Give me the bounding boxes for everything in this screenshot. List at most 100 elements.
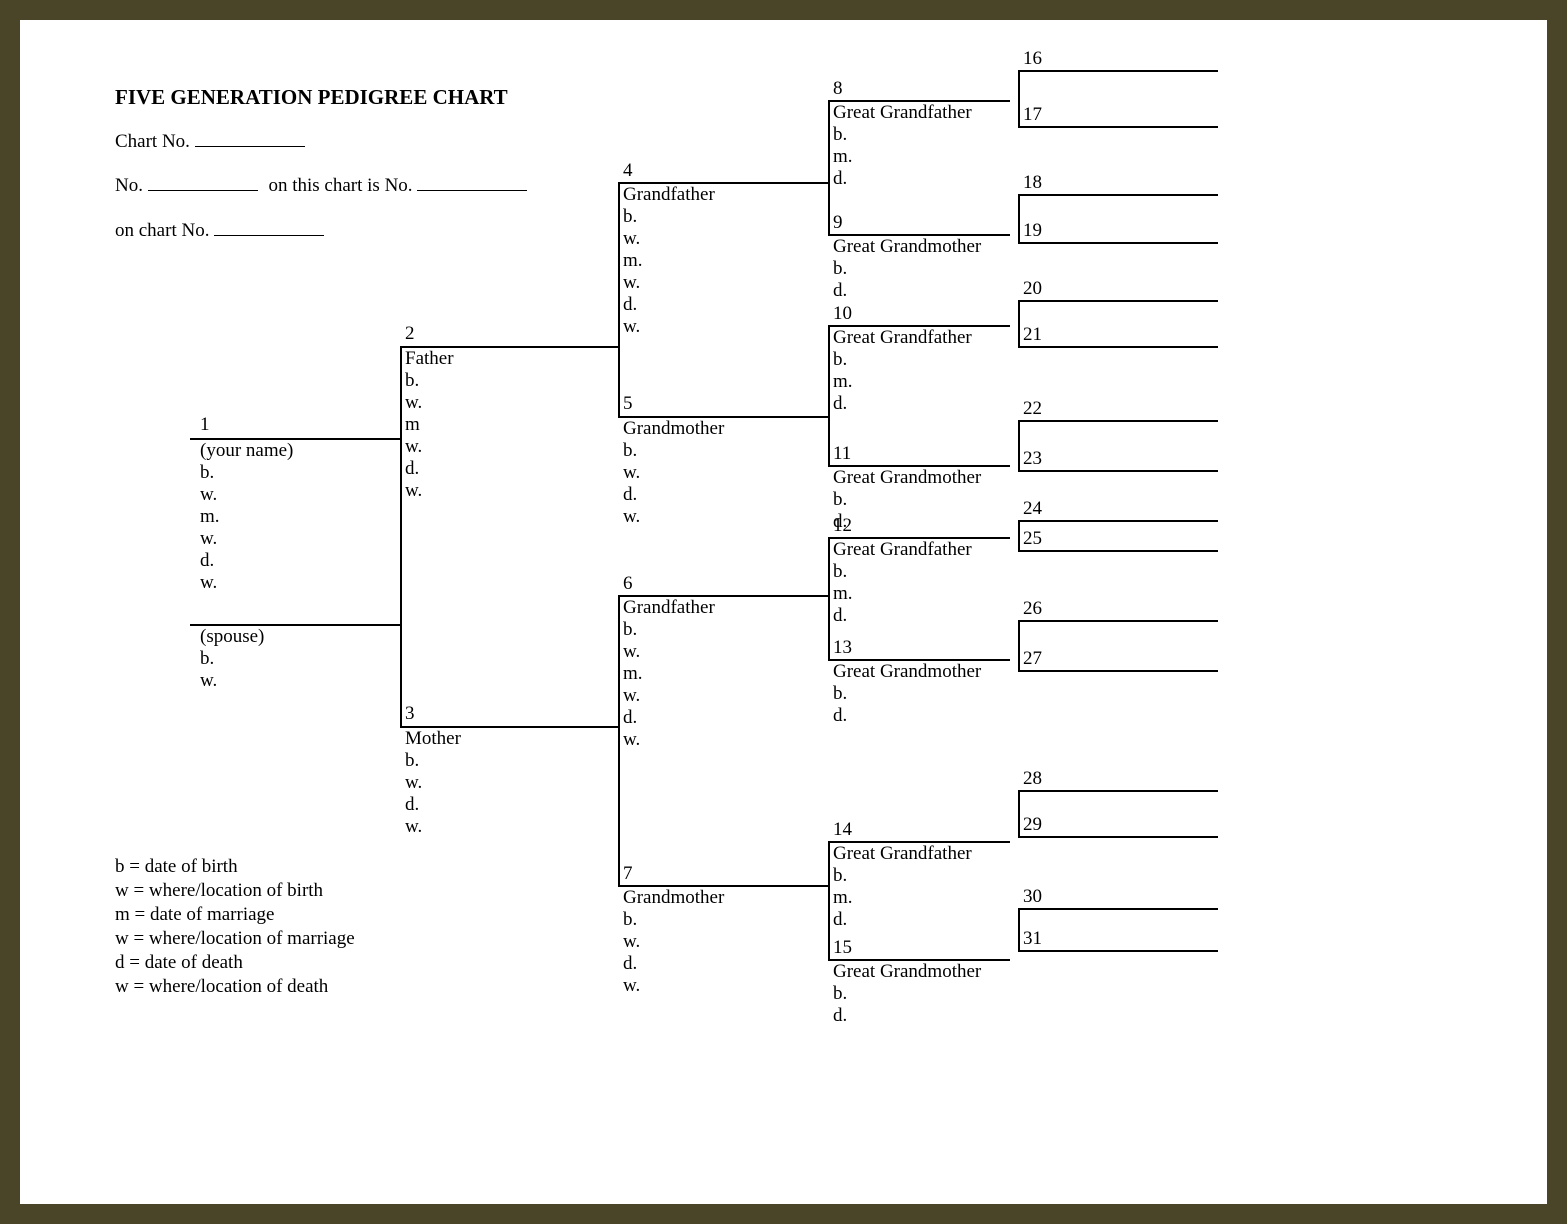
gen2f-b: b. [405,370,419,392]
gen1-b: b. [200,462,214,484]
gen2m-w1: w. [405,772,422,794]
gen4-11-label: Great Grandmother [833,467,981,489]
gen2f-w3: w. [405,480,422,502]
gen4-14-d: d. [833,909,847,931]
gen5-24-line [1018,520,1218,522]
chart-no-blank[interactable] [195,126,305,147]
gen1-label: (your name) [200,440,293,462]
gen3-7-d: d. [623,953,637,975]
gen3-6-label: Grandfather [623,597,715,619]
gen3-5-label: Grandmother [623,418,724,440]
legend-5: w = where/location of death [115,976,328,998]
gen2f-m: m [405,414,420,436]
conn-6-12 [828,537,830,659]
gen4-9-label: Great Grandmother [833,236,981,258]
gen1-w1: w. [200,484,217,506]
gen5-24-n: 24 [1023,498,1042,520]
gen4-8-b: b. [833,124,847,146]
legend-1: w = where/location of birth [115,880,323,902]
gen4-11-b: b. [833,489,847,511]
gen3-5-n: 5 [623,393,633,415]
gen4-15-d: d. [833,1005,847,1027]
gen4-8-d: d. [833,168,847,190]
legend-3: w = where/location of marriage [115,928,355,950]
gen5-pair-0-conn [1018,70,1020,126]
gen5-pair-7-conn [1018,908,1020,950]
gen4-14-label: Great Grandfather [833,843,972,865]
gen5-17-line [1018,126,1218,128]
no-line: No. on this chart is No. [115,170,527,197]
gen5-28-n: 28 [1023,768,1042,790]
gen4-12-b: b. [833,561,847,583]
gen4-10-label: Great Grandfather [833,327,972,349]
gen4-14-b: b. [833,865,847,887]
gen2m-w3: w. [405,816,422,838]
conn-4-8 [828,100,830,234]
gen5-pair-1-conn [1018,194,1020,242]
gen4-15-n: 15 [833,937,852,959]
conn-2-6 [618,595,620,885]
pedigree-chart-page: FIVE GENERATION PEDIGREE CHART Chart No.… [20,20,1547,1204]
gen4-10-m: m. [833,371,853,393]
conn-7-14 [828,841,830,959]
gen3-4-w2: w. [623,272,640,294]
chart-no-label: Chart No. [115,131,190,152]
gen3-4-w3: w. [623,316,640,338]
gen5-pair-4-conn [1018,520,1020,550]
gen3-6-w3: w. [623,729,640,751]
spouse-w: w. [200,670,217,692]
gen5-30-line [1018,908,1218,910]
chart-no-line: Chart No. [115,126,305,153]
gen5-25-line [1018,550,1218,552]
gen4-10-d: d. [833,393,847,415]
gen4-15-b: b. [833,983,847,1005]
gen3-5-w3: w. [623,506,640,528]
gen5-19-line [1018,242,1218,244]
gen2m-b: b. [405,750,419,772]
gen5-26-line [1018,620,1218,622]
gen3-6-m: m. [623,663,643,685]
gen5-26-n: 26 [1023,598,1042,620]
conn-5-10 [828,325,830,465]
gen4-15-label: Great Grandmother [833,961,981,983]
gen3-6-d: d. [623,707,637,729]
gen4-13-label: Great Grandmother [833,661,981,683]
gen5-28-line [1018,790,1218,792]
gen3-4-d: d. [623,294,637,316]
gen3-4-label: Grandfather [623,184,715,206]
gen5-18-line [1018,194,1218,196]
gen5-21-n: 21 [1023,324,1042,346]
on-chart-no-blank[interactable] [214,215,324,236]
no-blank-1[interactable] [148,170,258,191]
gen5-22-line [1018,420,1218,422]
no-label-b: on this chart is No. [268,175,412,196]
gen5-pair-3-conn [1018,420,1020,470]
no-blank-2[interactable] [417,170,527,191]
gen2m-label: Mother [405,728,461,750]
gen3-7-w3: w. [623,975,640,997]
gen5-16-line [1018,70,1218,72]
gen2m-d: d. [405,794,419,816]
gen1-w2: w. [200,528,217,550]
legend-0: b = date of birth [115,856,238,878]
gen5-31-line [1018,950,1218,952]
gen5-16-n: 16 [1023,48,1042,70]
gen4-10-n: 10 [833,303,852,325]
conn-1-2 [400,346,402,726]
gen5-30-n: 30 [1023,886,1042,908]
gen5-19-n: 19 [1023,220,1042,242]
gen2f-w2: w. [405,436,422,458]
conn-2-4 [618,182,620,416]
gen1-d: d. [200,550,214,572]
gen5-23-line [1018,470,1218,472]
gen4-13-b: b. [833,683,847,705]
gen5-29-n: 29 [1023,814,1042,836]
gen5-pair-2-conn [1018,300,1020,346]
gen4-9-d: d. [833,280,847,302]
on-chart-no-line: on chart No. [115,215,324,242]
gen5-22-n: 22 [1023,398,1042,420]
gen3-6-w1: w. [623,641,640,663]
gen3-6-b: b. [623,619,637,641]
gen5-18-n: 18 [1023,172,1042,194]
gen1-w3: w. [200,572,217,594]
